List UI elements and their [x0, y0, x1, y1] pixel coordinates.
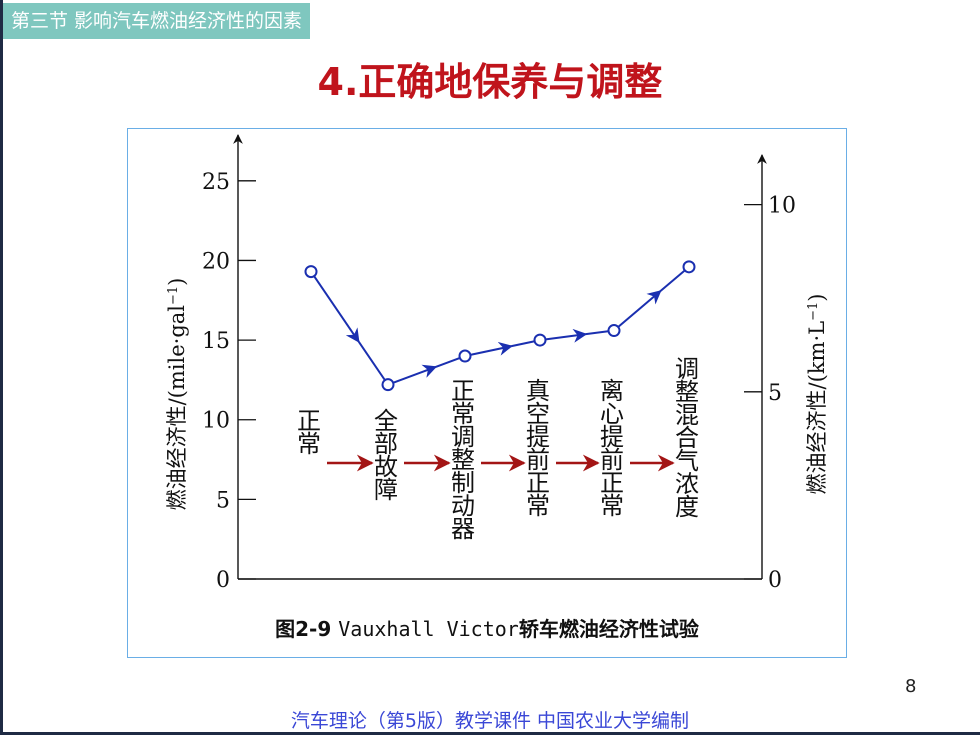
left-tick-label: 15 [202, 329, 230, 354]
data-point [682, 260, 696, 274]
caption-model: Vauxhall Victor [338, 617, 519, 641]
data-point [533, 333, 547, 347]
category-label: 正常调整制动器 [451, 377, 475, 543]
right-axis-label: 燃油经济性/(km·L−1) [805, 294, 829, 495]
category-label: 真空提前正常 [526, 377, 550, 520]
series-segment-arrow [464, 341, 513, 357]
data-point [458, 349, 472, 363]
series-segment-arrow [539, 328, 588, 343]
series-segment-arrow [387, 364, 438, 386]
category-label: 离心提前正常 [600, 377, 624, 520]
series-segment-arrow [310, 271, 360, 343]
data-point [607, 324, 621, 338]
fuel-economy-chart: 0 5 10 15 20 25 0 5 10 燃油经济性/(mile·gal−1) 燃油经济性/(k… [165, 134, 829, 593]
left-tick-label: 5 [216, 488, 230, 513]
page-number: 8 [905, 676, 917, 697]
caption-prefix: 图2-9 [275, 617, 332, 641]
series-segment-arrow [613, 290, 662, 332]
right-tick-label: 10 [768, 194, 796, 219]
left-tick-label: 20 [202, 249, 230, 274]
slide-frame-left [0, 0, 3, 735]
category-label: 全部故障 [374, 407, 398, 504]
category-label: 调整混合气浓度 [675, 355, 699, 521]
figure-box: 0 5 10 15 20 25 0 5 10 燃油经济性/(mile·gal−1) 燃油经济性/(k… [127, 128, 847, 658]
left-axis-label: 燃油经济性/(mile·gal−1) [165, 278, 189, 511]
slide-title: 4.正确地保养与调整 [317, 60, 663, 104]
series-segment [357, 341, 389, 386]
figure-caption: 图2-9 Vauxhall Victor轿车燃油经济性试验 [128, 613, 846, 642]
left-tick-label: 0 [216, 568, 230, 593]
section-tab: 第三节 影响汽车燃油经济性的因素 [3, 3, 311, 39]
left-tick-label: 10 [202, 409, 230, 434]
right-tick-label: 0 [768, 568, 782, 593]
data-point [381, 378, 395, 392]
category-label: 正常 [297, 407, 321, 458]
slide-frame-bottom [0, 732, 980, 735]
left-tick-label: 25 [202, 170, 230, 195]
right-tick-label: 5 [768, 381, 782, 406]
data-point [304, 265, 318, 279]
caption-suffix: 轿车燃油经济性试验 [518, 617, 699, 641]
footer-text: 汽车理论（第5版）教学课件 中国农业大学编制 [290, 710, 690, 732]
